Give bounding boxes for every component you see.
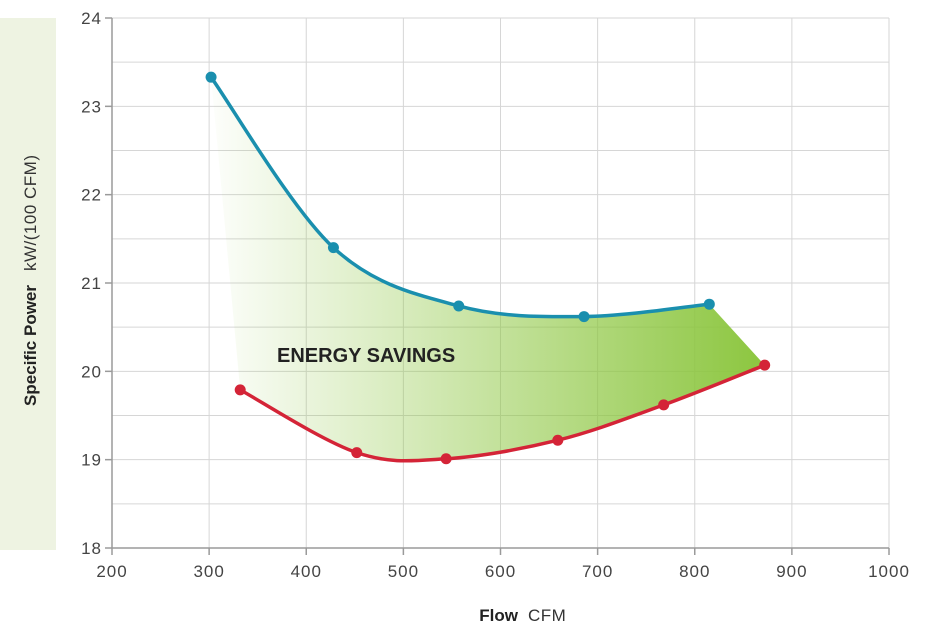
series-0-point bbox=[327, 242, 339, 254]
series-1-point bbox=[440, 453, 452, 465]
x-tick-label: 400 bbox=[291, 562, 322, 581]
series-1-point bbox=[552, 434, 564, 446]
x-tick-label: 600 bbox=[485, 562, 516, 581]
series-0-point bbox=[205, 71, 217, 83]
x-axis-title: Flow bbox=[479, 606, 518, 625]
x-tick-label: 200 bbox=[96, 562, 127, 581]
x-tick-label: 500 bbox=[388, 562, 419, 581]
series-0-point bbox=[453, 300, 465, 312]
x-tick-label: 700 bbox=[582, 562, 613, 581]
grid bbox=[112, 17, 890, 548]
series-1-point bbox=[759, 359, 771, 371]
y-tick-label: 24 bbox=[81, 9, 102, 28]
x-tick-label: 300 bbox=[193, 562, 224, 581]
energy-savings-label: ENERGY SAVINGS bbox=[277, 345, 455, 367]
x-tick-label: 800 bbox=[679, 562, 710, 581]
y-axis-title: Specific Power bbox=[21, 285, 40, 406]
series-1-point bbox=[351, 447, 363, 459]
series-layer bbox=[205, 71, 771, 465]
x-tick-label: 900 bbox=[776, 562, 807, 581]
y-tick-label: 23 bbox=[81, 97, 102, 116]
series-1-point bbox=[234, 384, 246, 396]
y-axis-label-band bbox=[0, 18, 56, 550]
tick-labels: 200 300 400 500 600 700 800 900 1000 18 19 20 21 22 23… bbox=[81, 9, 910, 581]
series-0-point bbox=[578, 311, 590, 323]
energy-savings-area bbox=[211, 77, 765, 461]
series-1-line bbox=[238, 363, 767, 463]
axes bbox=[105, 17, 890, 555]
y-tick-label: 19 bbox=[81, 451, 102, 470]
y-tick-label: 18 bbox=[81, 539, 102, 558]
x-axis-unit: CFM bbox=[528, 606, 566, 625]
x-tick-label: 1000 bbox=[868, 562, 910, 581]
y-tick-label: 22 bbox=[81, 186, 102, 205]
series-0-point bbox=[703, 298, 715, 310]
series-1-point bbox=[658, 399, 670, 411]
y-tick-label: 20 bbox=[81, 362, 102, 381]
y-tick-label: 21 bbox=[81, 274, 102, 293]
y-axis-unit: kW/(100 CFM) bbox=[21, 155, 40, 272]
